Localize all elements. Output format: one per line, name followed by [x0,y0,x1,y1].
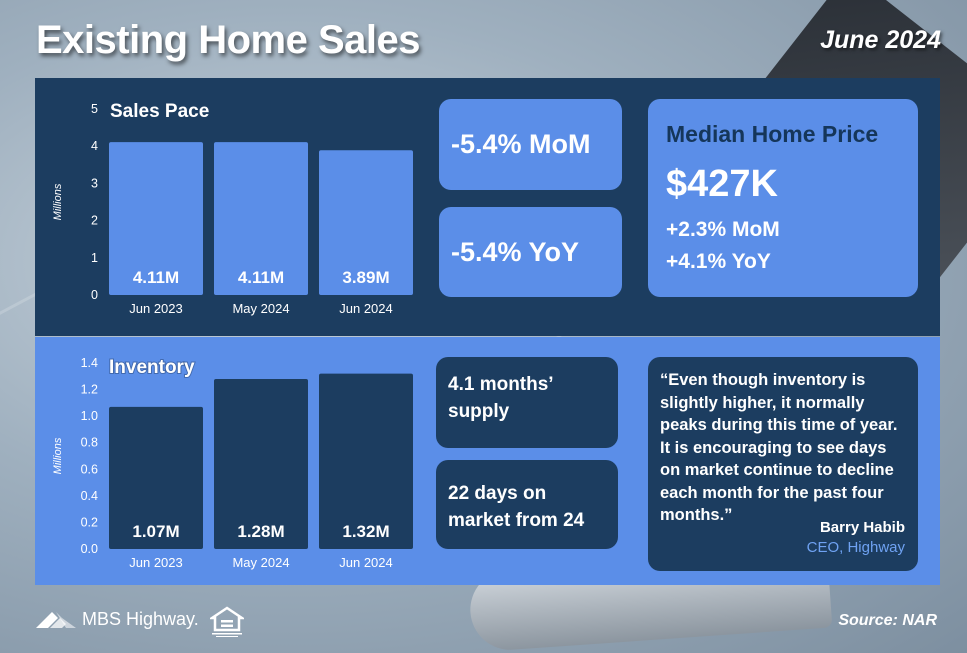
median-price-value: $427K [666,163,778,205]
y-tick-label: 0.2 [81,515,98,529]
logo-mark-icon [36,612,76,628]
sales-mom-value: -5.4% MoM [451,129,591,159]
data-label: 1.32M [342,522,389,541]
bar [214,378,308,549]
sales-pace-chart: Millions 0 1 2 3 4 5 4.11M Jun 2023 4.11M May 2024… [52,101,413,316]
y-axis-label: Millions [52,183,64,220]
quote-author: Barry Habib [819,519,905,536]
x-tick-label: Jun 2024 [339,555,393,570]
bar [214,142,308,295]
bar [109,406,203,549]
logo-text: MBS Highway. [82,608,199,629]
y-tick-label: 1.0 [81,409,98,423]
y-tick-label: 4 [91,139,98,153]
months-supply-card: 4.1 months’ supply [436,357,618,448]
median-price-card: Median Home Price $427K +2.3% MoM +4.1% … [648,99,918,297]
y-tick-label: 2 [91,214,98,228]
quote-text: “Even though inventory is slightly highe… [660,371,898,524]
bar [109,142,203,295]
sales-pace-panel: Millions 0 1 2 3 4 5 4.11M Jun 2023 4.11M May 2024… [35,78,940,336]
x-tick-label: Jun 2023 [129,301,183,316]
y-tick-label: 5 [91,102,98,116]
days-on-market-value: 22 days on market from 24 [448,483,585,531]
sales-yoy-card: -5.4% YoY [439,207,622,297]
mbs-highway-logo: MBS Highway. [36,608,199,630]
x-tick-label: May 2024 [232,555,289,570]
y-tick-label: 1.4 [81,356,98,370]
y-tick-label: 0 [91,288,98,302]
y-axis-label: Millions [52,437,64,474]
data-label: 1.07M [132,522,179,541]
y-tick-label: 0.4 [81,489,98,503]
median-price-mom: +2.3% MoM [666,218,780,241]
inventory-chart: Millions 0.0 0.2 0.4 0.6 0.8 1.0 1.2 1.4 1.07M Jun… [52,356,413,570]
bar [319,373,413,549]
report-date: June 2024 [820,26,941,54]
data-label: 4.11M [133,268,179,287]
page-title: Existing Home Sales [36,18,420,62]
inventory-panel: Millions 0.0 0.2 0.4 0.6 0.8 1.0 1.2 1.4 1.07M Jun… [35,337,940,585]
data-label: 4.11M [238,268,284,287]
x-tick-label: Jun 2024 [339,301,393,316]
months-supply-value: 4.1 months’ supply [448,374,553,422]
y-tick-label: 3 [91,176,98,190]
median-price-yoy: +4.1% YoY [666,250,771,273]
chart-title: Sales Pace [110,101,209,122]
y-tick-label: 0.6 [81,462,98,476]
data-label: 3.89M [342,268,389,287]
sales-yoy-value: -5.4% YoY [451,236,580,267]
y-tick-label: 1.2 [81,383,98,397]
quote-card: “Even though inventory is slightly highe… [648,357,918,571]
quote-role: CEO, Highway [806,539,905,556]
data-label: 1.28M [237,522,284,541]
y-tick-label: 0.0 [81,542,98,556]
x-tick-label: Jun 2023 [129,555,183,570]
median-price-title: Median Home Price [666,121,879,147]
source-note: Source: NAR [838,612,937,629]
bar [319,150,413,295]
y-tick-label: 1 [91,251,98,265]
equal-housing-icon [210,606,244,637]
sales-mom-card: -5.4% MoM [439,99,622,190]
days-on-market-card: 22 days on market from 24 [436,460,618,549]
y-tick-label: 0.8 [81,436,98,450]
chart-title: Inventory [109,357,195,378]
x-tick-label: May 2024 [232,301,289,316]
